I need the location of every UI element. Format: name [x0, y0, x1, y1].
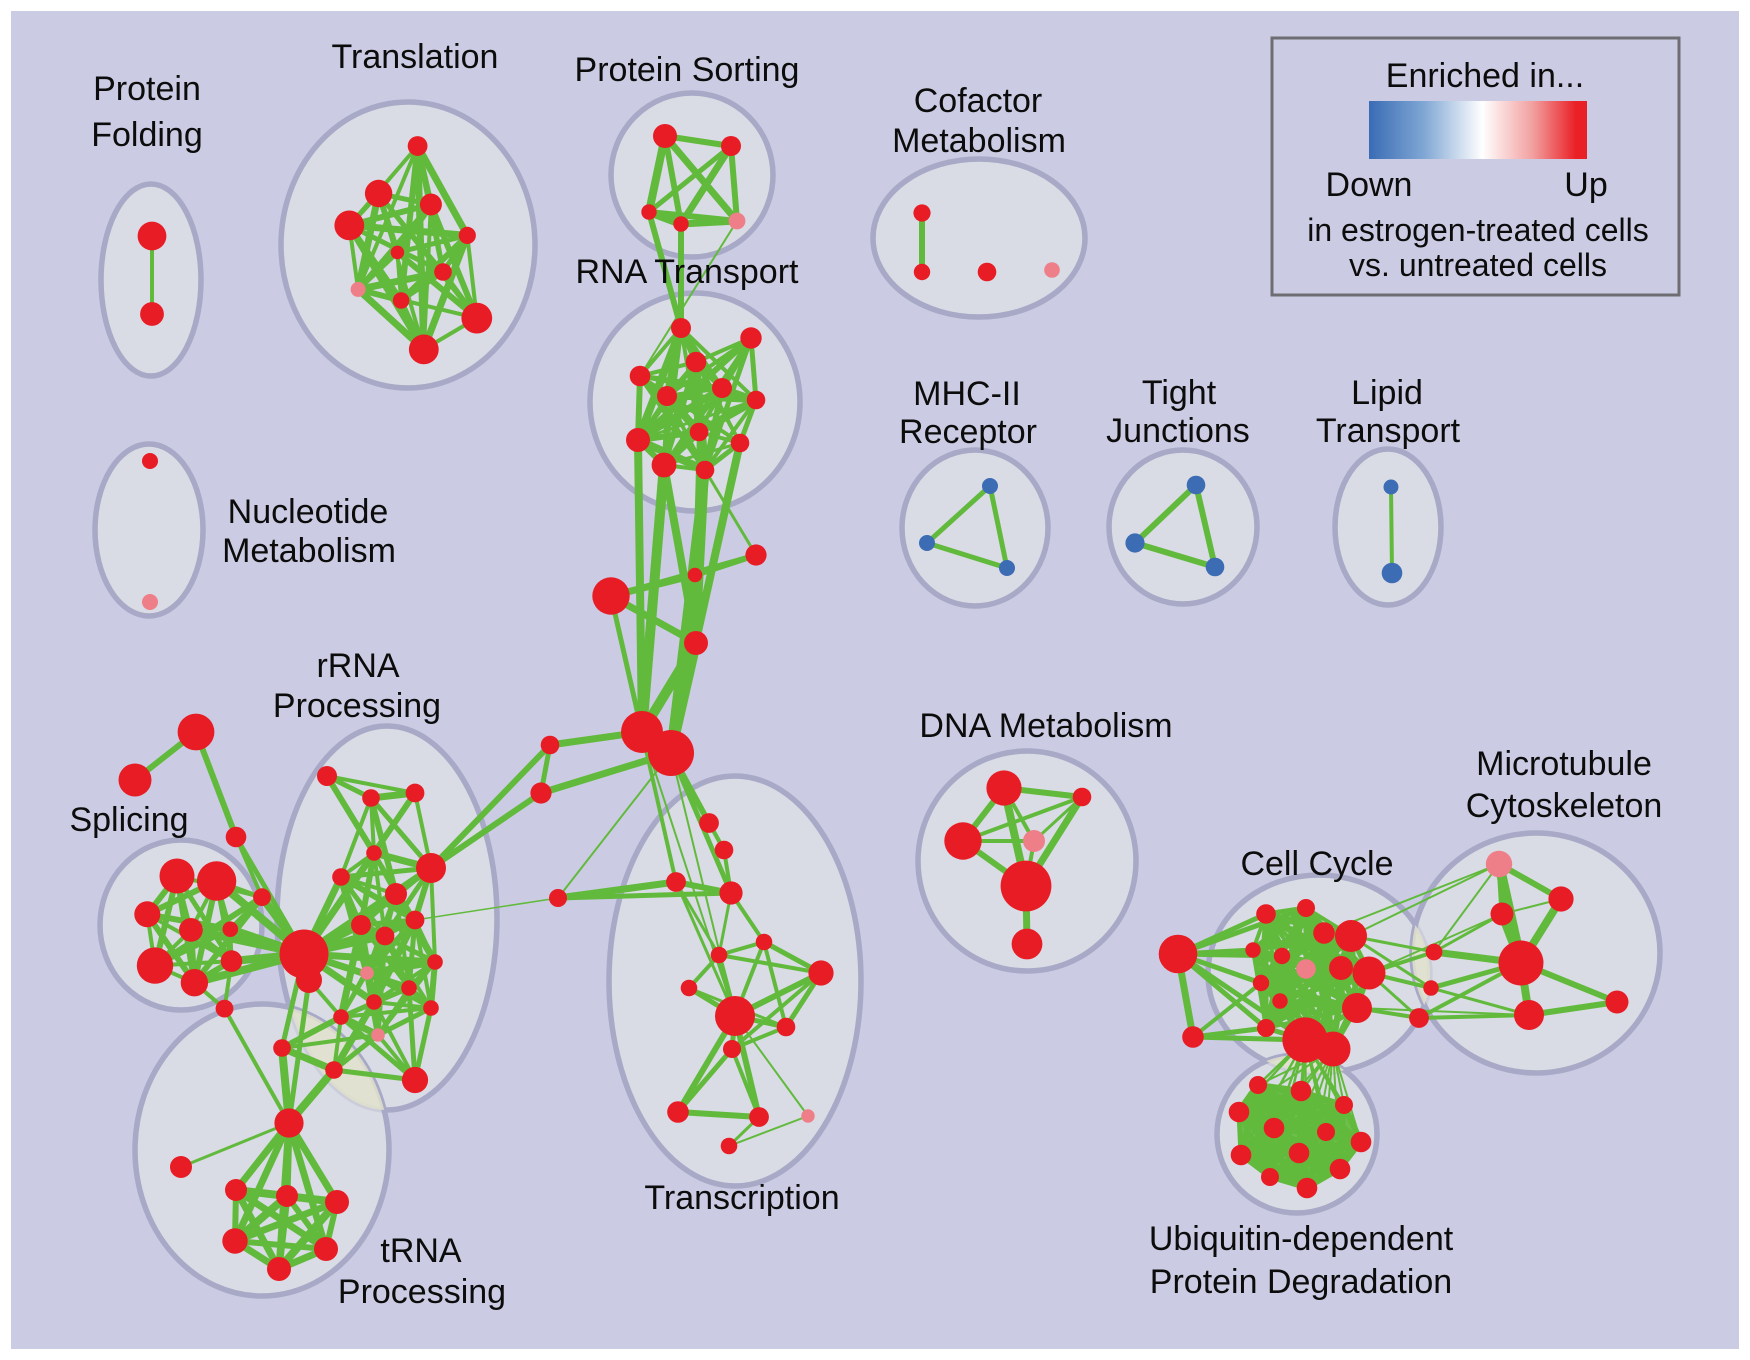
svg-text:Microtubule: Microtubule — [1476, 745, 1652, 783]
svg-text:Metabolism: Metabolism — [222, 532, 396, 570]
svg-text:Protein Sorting: Protein Sorting — [575, 51, 800, 89]
svg-text:vs. untreated cells: vs. untreated cells — [1349, 247, 1607, 283]
svg-text:Cell Cycle: Cell Cycle — [1240, 845, 1393, 883]
svg-text:Up: Up — [1564, 166, 1607, 204]
svg-text:RNA Transport: RNA Transport — [576, 253, 800, 291]
svg-text:Nucleotide: Nucleotide — [228, 493, 389, 531]
svg-text:Cytoskeleton: Cytoskeleton — [1466, 787, 1663, 825]
svg-text:Protein: Protein — [93, 70, 201, 108]
svg-text:Metabolism: Metabolism — [892, 122, 1066, 160]
svg-text:Processing: Processing — [273, 687, 441, 725]
svg-text:tRNA: tRNA — [380, 1232, 462, 1270]
svg-text:Cofactor: Cofactor — [914, 82, 1043, 120]
svg-text:Translation: Translation — [332, 38, 499, 76]
svg-text:MHC-II: MHC-II — [913, 375, 1021, 413]
svg-text:Junctions: Junctions — [1106, 412, 1250, 450]
svg-text:Enriched in...: Enriched in... — [1386, 57, 1584, 95]
svg-text:Ubiquitin-dependent: Ubiquitin-dependent — [1149, 1220, 1454, 1258]
svg-text:Lipid: Lipid — [1351, 374, 1423, 412]
svg-text:DNA Metabolism: DNA Metabolism — [919, 707, 1172, 745]
svg-text:Receptor: Receptor — [899, 413, 1037, 451]
svg-text:Transcription: Transcription — [644, 1179, 839, 1217]
svg-text:Folding: Folding — [91, 116, 203, 154]
svg-text:in estrogen-treated cells: in estrogen-treated cells — [1307, 212, 1649, 248]
svg-text:Protein Degradation: Protein Degradation — [1150, 1263, 1452, 1301]
svg-text:Splicing: Splicing — [69, 801, 188, 839]
svg-text:rRNA: rRNA — [316, 647, 399, 685]
svg-text:Processing: Processing — [338, 1273, 506, 1311]
svg-text:Transport: Transport — [1316, 412, 1461, 450]
svg-text:Tight: Tight — [1142, 374, 1217, 412]
svg-text:Down: Down — [1326, 166, 1413, 204]
